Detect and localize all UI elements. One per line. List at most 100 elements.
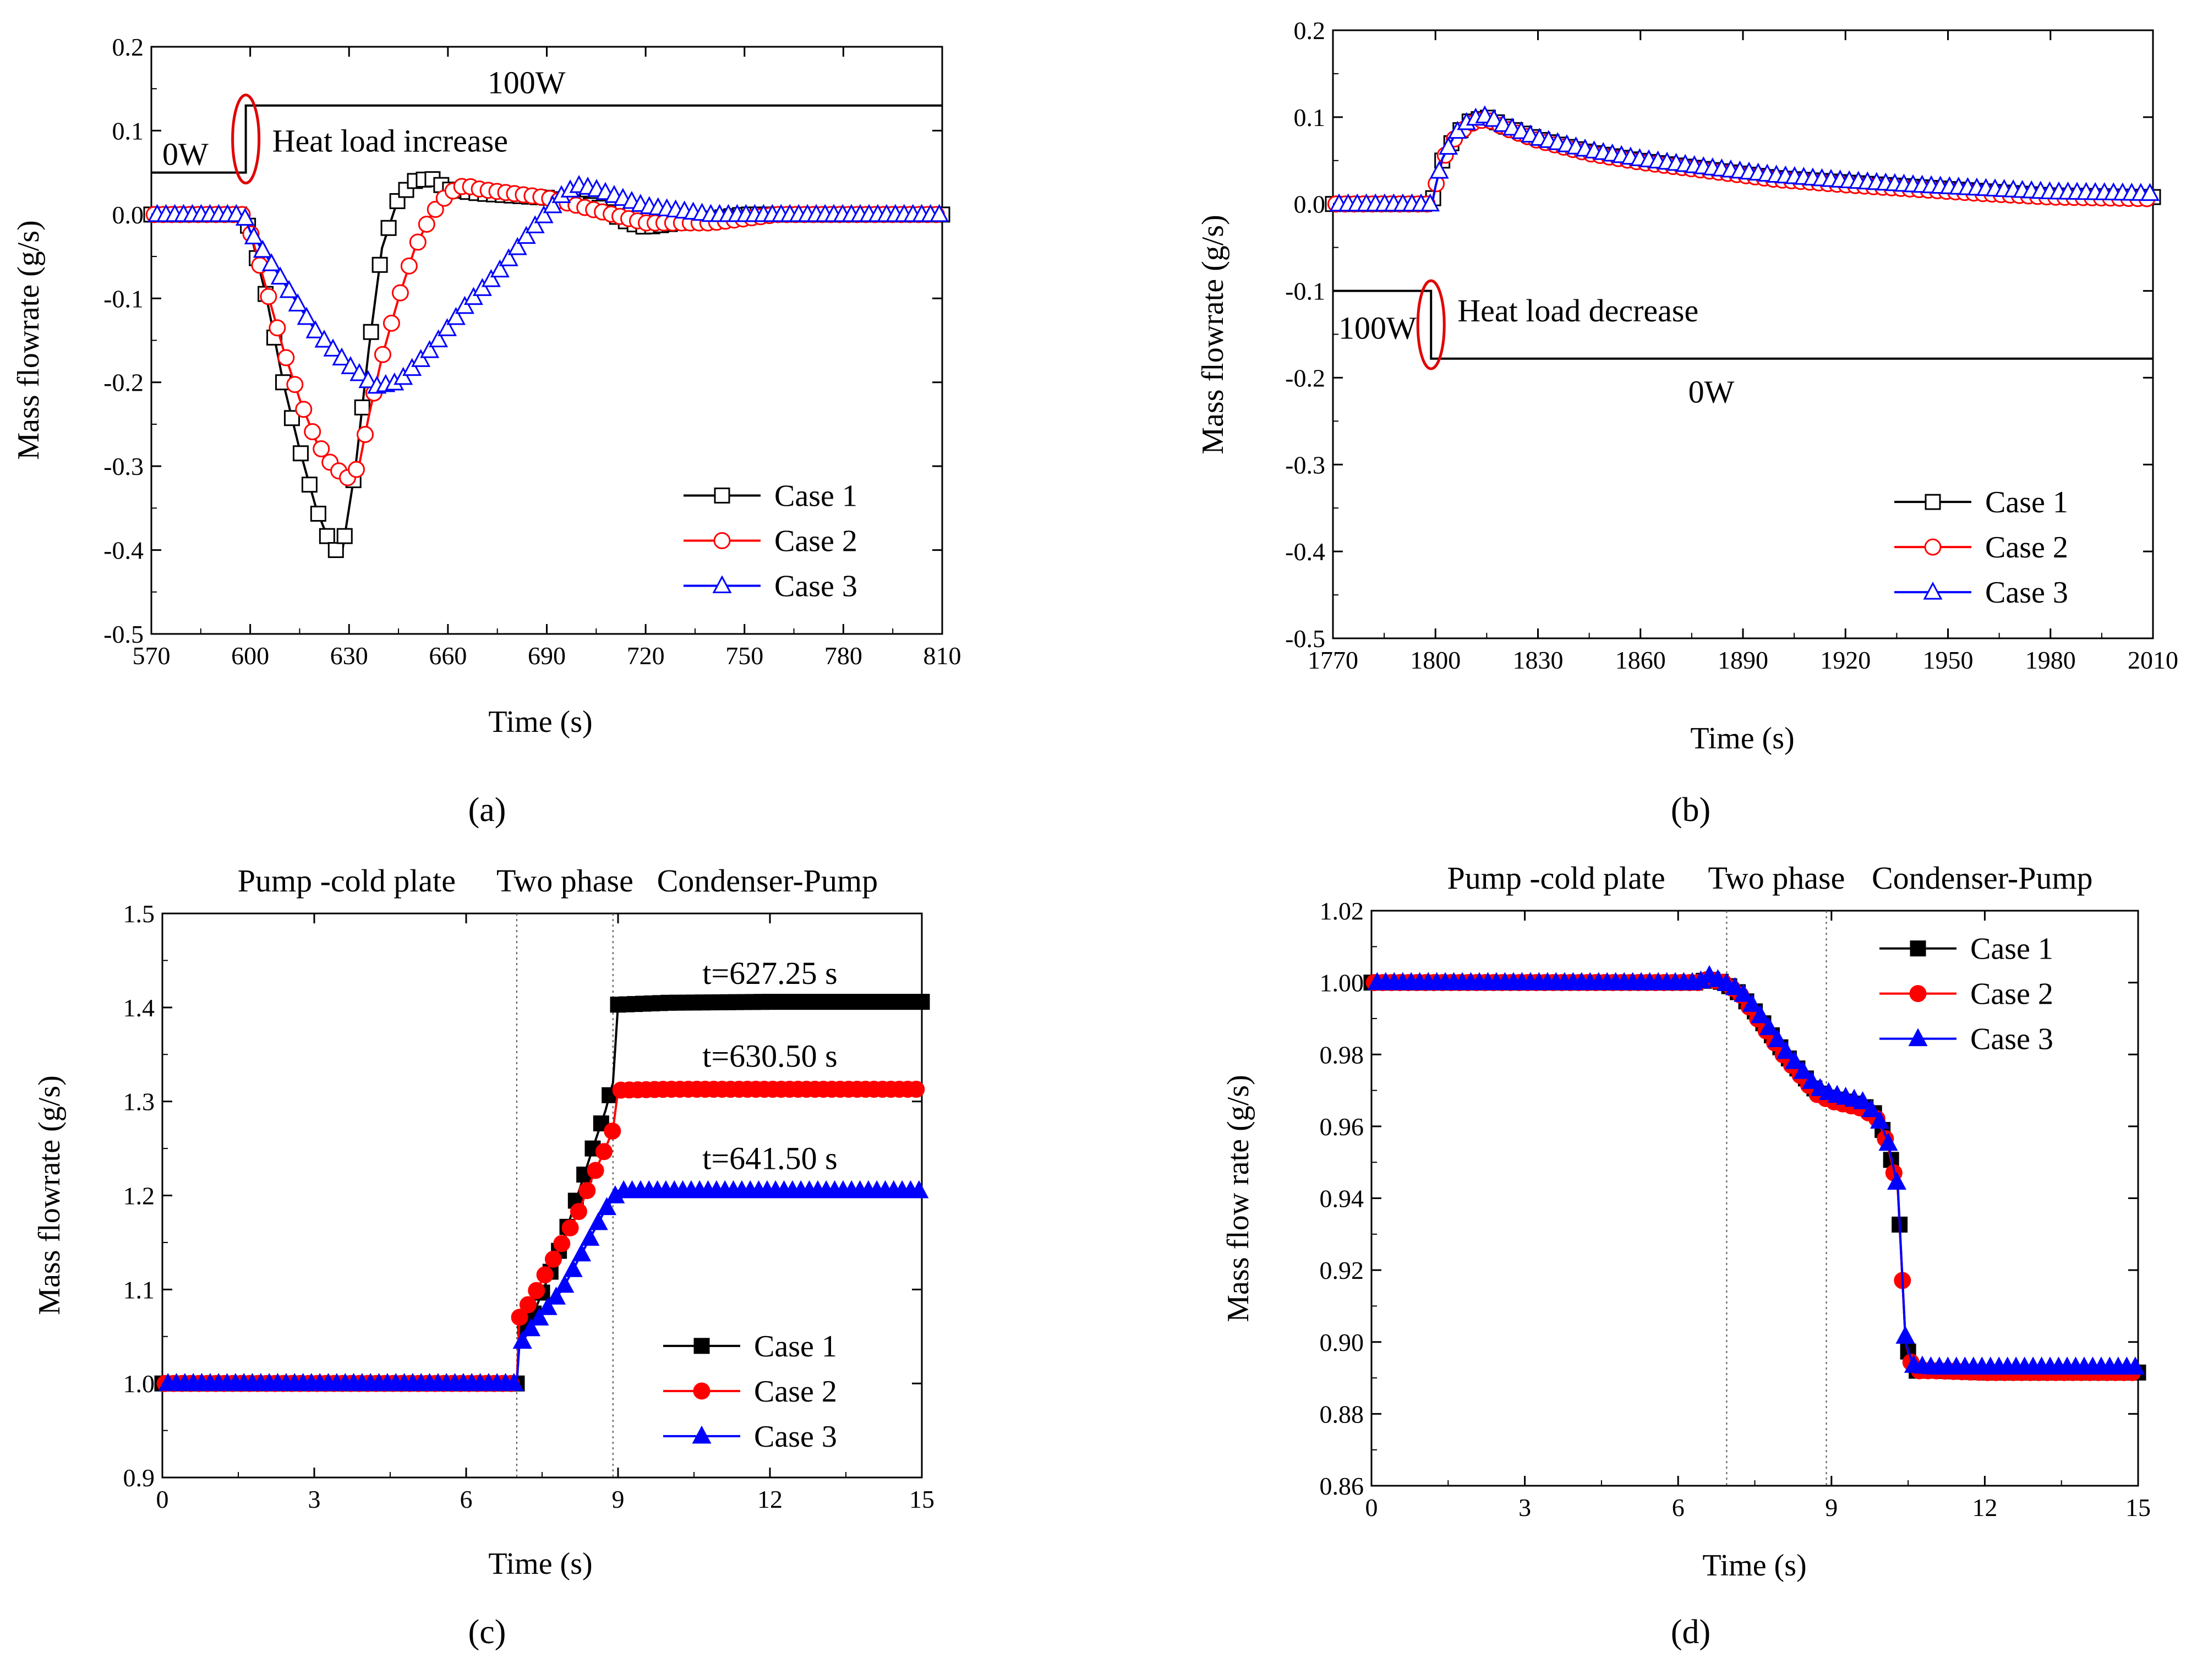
x-tick-label: 810 — [923, 642, 961, 670]
x-tick-label: 3 — [1518, 1493, 1531, 1522]
x-tick-label: 1800 — [1410, 646, 1461, 674]
data-point — [563, 1259, 583, 1277]
data-point — [382, 314, 400, 332]
legend-label: Case 1 — [1970, 932, 2053, 966]
y-tick-label: 0.98 — [1320, 1041, 1364, 1069]
data-point — [909, 1180, 929, 1199]
x-tick-label: 6 — [1672, 1493, 1685, 1522]
data-point — [511, 1309, 528, 1326]
data-point — [561, 1219, 579, 1236]
data-point — [538, 1297, 558, 1315]
data-point — [354, 399, 370, 415]
data-point — [380, 220, 397, 236]
data-point — [1447, 121, 1467, 139]
data-point — [341, 356, 360, 374]
legend-label: Case 2 — [1985, 530, 2068, 565]
panel-label: (d) — [1671, 1613, 1710, 1651]
legend: Case 1 Case 2 Case 3 — [663, 1329, 837, 1454]
data-point — [420, 340, 440, 358]
x-axis-label: Time (s) — [1702, 1548, 1806, 1583]
x-tick-label: 750 — [725, 642, 763, 670]
x-tick-label: 660 — [429, 642, 467, 670]
legend: Case 1 Case 2 Case 3 — [684, 479, 857, 603]
data-point — [313, 440, 330, 458]
data-point — [253, 239, 272, 258]
y-tick-label: -0.2 — [103, 369, 144, 397]
data-point — [536, 1266, 554, 1284]
legend-label: Case 1 — [1985, 485, 2068, 519]
data-point — [357, 426, 374, 444]
heat-load-annotation: 100W 0W Heat load decrease — [1333, 279, 2153, 410]
data-point — [277, 349, 295, 366]
data-point — [1429, 160, 1449, 179]
data-point — [1853, 1091, 1873, 1109]
y-axis-label: Mass flow rate (g/s) — [1221, 1075, 1255, 1322]
y-tick-label: -0.5 — [103, 620, 144, 648]
data-point — [349, 363, 369, 381]
x-tick-label: 780 — [824, 642, 862, 670]
data-point — [543, 195, 562, 214]
data-point — [512, 1331, 532, 1349]
data-point — [481, 269, 501, 287]
y-tick-label: 0.86 — [1320, 1472, 1364, 1500]
x-axis-label: Time (s) — [488, 705, 592, 739]
panel-a: 570 600 630 660 690 720 750 780 810 -0.5 -0.4 -0.3 -… — [12, 33, 961, 829]
data-point — [374, 346, 391, 363]
data-point — [597, 1197, 617, 1216]
data-point — [314, 329, 334, 348]
x-tick-label: 9 — [612, 1485, 625, 1513]
y-tick-label: -0.1 — [103, 284, 144, 313]
data-point — [472, 278, 492, 296]
x-tick-label: 1860 — [1615, 646, 1666, 674]
time-label: t=630.50 s — [702, 1038, 837, 1074]
data-point — [1802, 1071, 1822, 1089]
data-point — [327, 542, 344, 559]
data-point — [438, 318, 457, 336]
data-point — [411, 349, 431, 367]
series-case-2 — [145, 178, 945, 486]
highlight-ellipse — [1416, 279, 1446, 370]
data-point — [1870, 1110, 1890, 1129]
data-point — [244, 226, 264, 245]
y-tick-label: 0.0 — [112, 201, 144, 229]
data-point — [2140, 183, 2160, 201]
y-tick-label: 0.2 — [112, 33, 144, 61]
legend-marker — [714, 487, 730, 504]
data-point — [297, 307, 316, 325]
x-tick-label: 9 — [1825, 1493, 1838, 1522]
data-point — [2125, 1356, 2145, 1375]
y-tick-label: 0.1 — [1294, 103, 1326, 132]
panel-label: (c) — [468, 1613, 506, 1651]
x-tick-label: 0 — [156, 1485, 169, 1513]
region-label: Pump -cold plate — [1447, 860, 1665, 896]
data-point — [270, 266, 290, 285]
y-tick-label: 0.94 — [1320, 1185, 1364, 1213]
y-axis-label: Mass flowrate (g/s) — [32, 1075, 67, 1315]
time-label: t=641.50 s — [702, 1141, 837, 1176]
data-point — [1878, 1132, 1898, 1151]
data-point — [1725, 977, 1745, 995]
x-tick-label: 1830 — [1513, 646, 1564, 674]
series-case-3 — [158, 1180, 929, 1391]
legend-label: Case 2 — [1970, 977, 2053, 1011]
data-point — [570, 1203, 587, 1221]
legend-marker — [1924, 538, 1942, 556]
legend-marker — [1909, 985, 1927, 1003]
legend-label: Case 1 — [774, 479, 857, 513]
y-tick-label: 0.9 — [123, 1464, 155, 1492]
data-point — [301, 477, 318, 493]
data-point — [507, 237, 527, 255]
y-tick-label: -0.1 — [1285, 277, 1325, 305]
y-tick-label: 1.02 — [1320, 897, 1364, 925]
data-point — [519, 1296, 537, 1314]
legend-label: Case 2 — [754, 1375, 837, 1409]
data-point — [490, 259, 510, 278]
data-point — [604, 1122, 621, 1140]
data-point — [394, 366, 413, 385]
region-label: Two phase — [496, 863, 633, 899]
y-tick-label: 0.96 — [1320, 1113, 1364, 1141]
y-axis-label: Mass flowrate (g/s) — [12, 220, 46, 459]
y-tick-label: -0.4 — [103, 537, 144, 565]
y-axis-label: Mass flowrate (g/s) — [1196, 215, 1230, 454]
data-point — [358, 370, 378, 388]
